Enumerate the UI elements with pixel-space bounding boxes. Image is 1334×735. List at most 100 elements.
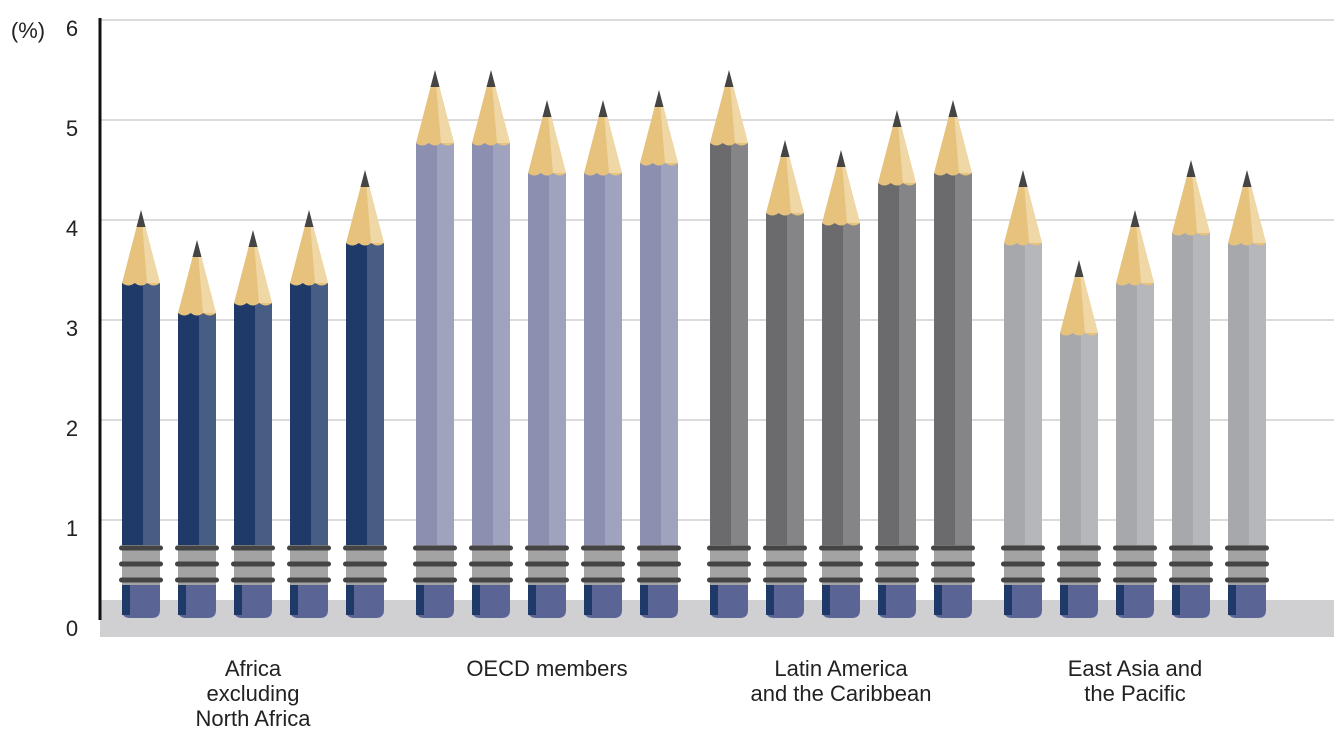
ferrule-ring [1057,545,1101,551]
ferrule-ring [231,577,275,583]
pencil-lead [542,100,552,117]
pencil-eraser [1116,585,1154,618]
eraser-shade [584,585,592,615]
pencil-lead [136,210,146,227]
ferrule-ring [1225,561,1269,567]
ferrule-ring [637,561,681,567]
pencil-body [416,143,454,545]
pencil-wood-light [365,170,384,243]
pencil-body [766,213,804,545]
pencil [581,100,625,618]
pencil-lead [430,70,440,87]
eraser-shade [122,585,130,615]
ferrule-ring [819,577,863,583]
ferrule-ring [1225,577,1269,583]
eraser-shade [346,585,354,615]
pencil-lead [724,70,734,87]
pencil-lead [1186,160,1196,177]
pencil-body [122,283,160,545]
pencil [231,230,275,618]
pencil-wood-light [1079,260,1098,333]
pencil [875,110,919,618]
pencil-eraser [878,585,916,618]
eraser-shade [416,585,424,615]
pencil-wood-light [1135,210,1154,283]
ferrule-ring [525,561,569,567]
ferrule-ring [819,561,863,567]
pencil-lead [304,210,314,227]
pencil-body-shade [199,313,216,545]
pencil-body-shade [549,173,566,545]
pencil-body [710,143,748,545]
pencil-body-shade [1193,233,1210,545]
pencil-wood-light [1247,170,1266,243]
pencil [469,70,513,618]
pencil-body-shade [1025,243,1042,545]
pencil-body [1228,243,1266,545]
pencil [1001,170,1045,618]
pencil-eraser [766,585,804,618]
pencil-eraser [472,585,510,618]
pencil-wood-light [729,70,748,143]
pencil-body-shade [1081,333,1098,545]
pencil-wood-light [1023,170,1042,243]
pencil-eraser [528,585,566,618]
pencil [707,70,751,618]
ferrule-ring [763,577,807,583]
group-label: East Asia and the Pacific [1067,656,1203,706]
eraser-shade [1172,585,1180,615]
pencil [1113,210,1157,618]
ferrule-ring [931,577,975,583]
ferrule-ring [175,577,219,583]
pencil-body-shade [367,243,384,545]
y-tick-label: 3 [66,316,78,341]
eraser-shade [1060,585,1068,615]
ferrule-ring [343,561,387,567]
pencil [931,100,975,618]
eraser-shade [528,585,536,615]
pencil-body [822,223,860,545]
pencil-body-shade [143,283,160,545]
ferrule-ring [707,545,751,551]
ferrule-ring [119,561,163,567]
pencil-body-shade [899,183,916,545]
group-label: Africa excluding North Africa [195,656,311,731]
pencil [1057,260,1101,618]
pencil [637,90,681,618]
pencil [763,140,807,618]
pencil-wood-light [141,210,160,283]
eraser-shade [710,585,718,615]
ferrule-ring [1113,561,1157,567]
ferrule-ring [287,577,331,583]
pencil [1225,170,1269,618]
pencil-lead [360,170,370,187]
pencil-body [640,163,678,545]
pencil-lead [948,100,958,117]
y-tick-label: 5 [66,116,78,141]
ferrule-ring [637,545,681,551]
eraser-shade [178,585,186,615]
pencil-body [472,143,510,545]
pencil-body-shade [255,303,272,545]
pencil [525,100,569,618]
eraser-shade [878,585,886,615]
ferrule-ring [819,545,863,551]
pencil-eraser [1228,585,1266,618]
pencil-wood-light [841,150,860,223]
ferrule-ring [931,561,975,567]
pencil-lead [486,70,496,87]
ferrule-ring [637,577,681,583]
ferrule-ring [413,577,457,583]
pencil-lead [598,100,608,117]
pencil-body [584,173,622,545]
pencil-eraser [822,585,860,618]
ferrule-ring [1169,561,1213,567]
pencil-eraser [1172,585,1210,618]
eraser-shade [1228,585,1236,615]
ferrule-ring [707,577,751,583]
ferrule-ring [1057,561,1101,567]
pencil-lead [892,110,902,127]
pencil-lead [654,90,664,107]
pencil-lead [1018,170,1028,187]
